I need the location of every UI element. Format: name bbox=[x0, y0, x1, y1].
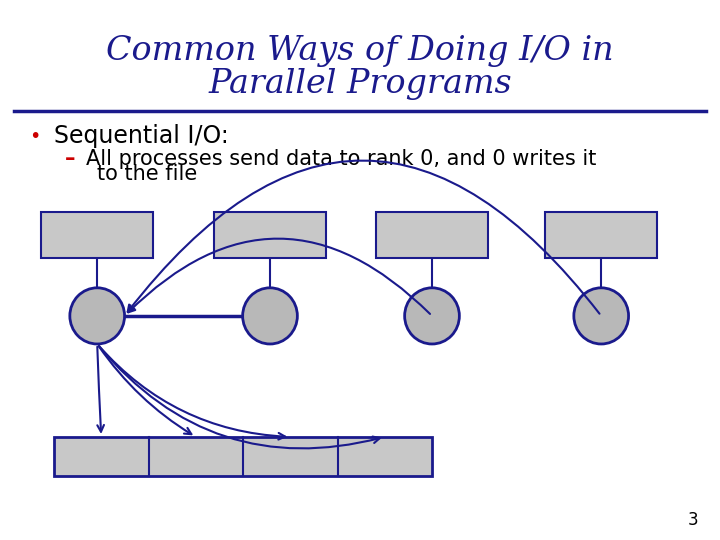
Text: Sequential I/O:: Sequential I/O: bbox=[54, 124, 229, 148]
Text: –: – bbox=[65, 149, 76, 170]
Ellipse shape bbox=[70, 288, 125, 344]
Text: Common Ways of Doing I/O in: Common Ways of Doing I/O in bbox=[106, 35, 614, 68]
FancyArrowPatch shape bbox=[99, 346, 192, 434]
FancyArrowPatch shape bbox=[128, 239, 430, 314]
FancyBboxPatch shape bbox=[546, 212, 657, 258]
FancyBboxPatch shape bbox=[42, 212, 153, 258]
Text: •: • bbox=[29, 126, 40, 146]
FancyBboxPatch shape bbox=[376, 212, 488, 258]
FancyArrowPatch shape bbox=[99, 346, 285, 440]
Text: All processes send data to rank 0, and 0 writes it: All processes send data to rank 0, and 0… bbox=[86, 149, 597, 170]
FancyArrowPatch shape bbox=[99, 346, 380, 448]
FancyBboxPatch shape bbox=[215, 212, 325, 258]
Ellipse shape bbox=[574, 288, 629, 344]
FancyArrowPatch shape bbox=[97, 347, 104, 432]
Text: Parallel Programs: Parallel Programs bbox=[208, 68, 512, 100]
Ellipse shape bbox=[243, 288, 297, 344]
Text: 3: 3 bbox=[688, 511, 698, 529]
Ellipse shape bbox=[405, 288, 459, 344]
Text: to the file: to the file bbox=[97, 164, 197, 185]
FancyArrowPatch shape bbox=[127, 160, 600, 314]
FancyBboxPatch shape bbox=[54, 437, 432, 476]
